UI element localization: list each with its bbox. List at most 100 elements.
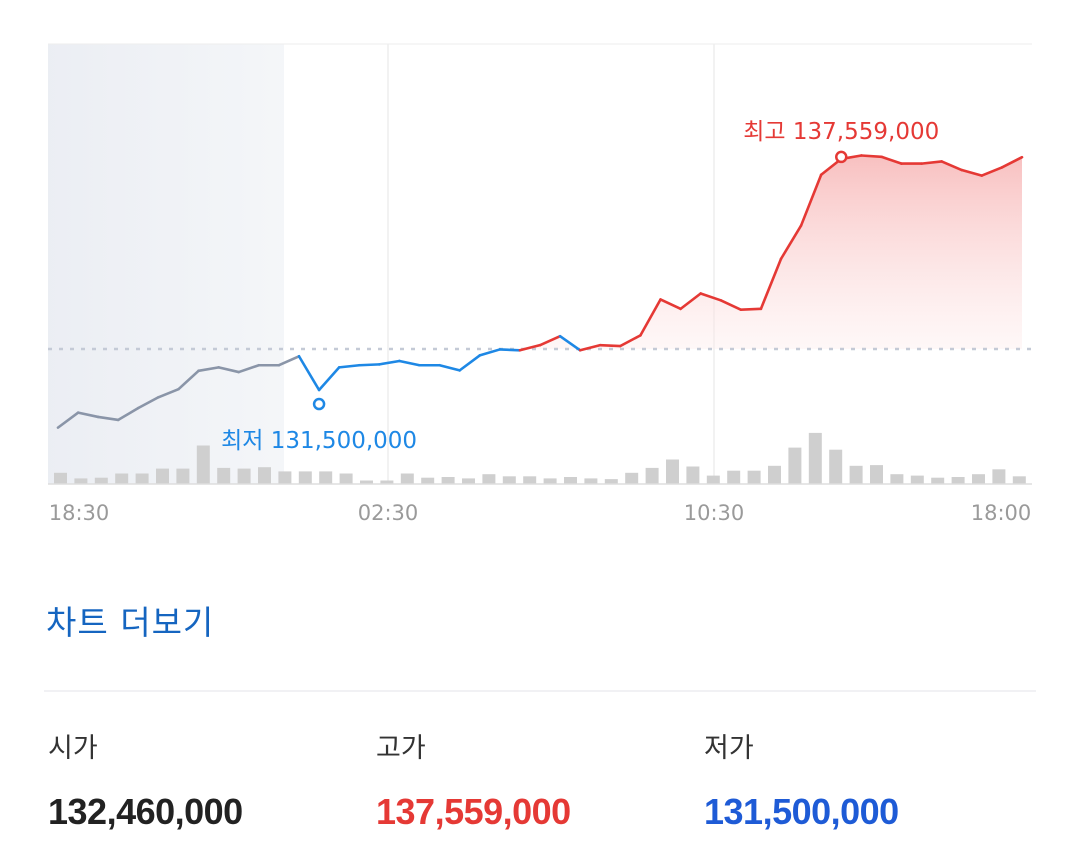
volume-bar (625, 472, 639, 484)
price-line-segment (699, 292, 723, 302)
high-marker (835, 150, 848, 164)
past-period-shade (48, 44, 284, 484)
x-tick-label: 18:30 (49, 501, 110, 525)
volume-bar (951, 477, 965, 484)
volume-bar (360, 480, 373, 484)
volume-bar (502, 476, 516, 484)
price-line-segment (598, 343, 622, 348)
volume-bar (278, 471, 292, 484)
volume-bar (543, 478, 557, 484)
price-line-segment (860, 154, 883, 159)
volume-bar (890, 474, 904, 484)
price-line-segment (438, 363, 461, 372)
price-line-segment (980, 166, 1004, 177)
price-line-segment (337, 363, 361, 369)
price-line-segment (157, 387, 180, 399)
volume-bar (564, 477, 577, 484)
price-line-segment (538, 334, 562, 347)
price-line-segment (1000, 155, 1024, 169)
price-line-segment (799, 173, 823, 227)
volume-bar (339, 473, 353, 484)
price-line-segment (478, 348, 502, 357)
volume-bar (319, 471, 333, 484)
price-line-segment (558, 334, 582, 352)
high-label: 최고 137,559,000 (743, 119, 939, 145)
price-line-segment (237, 363, 261, 374)
volume-bar (706, 475, 720, 484)
price-line-segment (679, 292, 702, 311)
volume-bar (910, 475, 924, 484)
high-price-value: 137,559,000 (376, 791, 571, 832)
volume-bar (523, 476, 537, 484)
volume-bar (462, 478, 475, 484)
price-line-segment (317, 366, 341, 392)
price-chart[interactable]: 최고 137,559,000 최저 131,500,000 18:30 02:30 10… (0, 0, 1080, 560)
divider (44, 690, 1036, 692)
volume-bar (992, 469, 1006, 484)
open-price-label: 시가 (48, 733, 98, 764)
volume-bar (237, 468, 251, 484)
volume-bar (380, 480, 394, 484)
low-price-value: 131,500,000 (704, 791, 899, 832)
volume-bar (768, 465, 781, 484)
volume-bar (482, 474, 496, 484)
volume-bar (604, 479, 618, 484)
price-line-segment (96, 415, 120, 422)
volume-bar (156, 468, 169, 484)
price-line-segment (357, 363, 381, 367)
volume-bar (808, 432, 822, 484)
price-line-segment (458, 354, 482, 372)
volume-bar (788, 447, 802, 484)
volume-bar (972, 474, 985, 484)
price-line-segment (378, 359, 401, 366)
price-line-segment (177, 369, 200, 391)
price-line-segment (759, 257, 783, 311)
price-line-segment (940, 160, 964, 172)
price-line-segment (217, 366, 241, 374)
volume-bar (849, 465, 863, 484)
price-line-segment (76, 411, 100, 419)
price-line-segment (277, 354, 301, 367)
volume-bar (421, 477, 435, 484)
volume-bar (645, 467, 659, 484)
price-area-fill (479, 155, 1022, 350)
high-price-label: 고가 (376, 733, 426, 764)
price-line-segment (619, 334, 642, 348)
price-line-segment (920, 160, 943, 165)
price-line-segment (116, 406, 140, 422)
price-line-segment (197, 366, 220, 373)
price-line-segment (779, 224, 803, 261)
price-line-segment (960, 168, 984, 177)
volume-bar (135, 473, 149, 484)
price-line-segment (739, 307, 763, 312)
price-line-segment (56, 411, 80, 429)
chart-more-link[interactable]: 차트 더보기 (46, 603, 215, 642)
price-line-segment (498, 348, 522, 352)
open-price-value: 132,460,000 (48, 791, 243, 832)
low-marker (312, 397, 326, 411)
volume-bar (686, 466, 700, 484)
x-tick-label: 02:30 (358, 501, 419, 525)
price-line-segment (659, 298, 682, 311)
price-line-segment (639, 298, 662, 337)
volume-bar (931, 477, 945, 484)
price-line-segment (880, 155, 903, 165)
volume-bar (666, 459, 679, 484)
volume-bar (584, 478, 598, 484)
low-price-label: 저가 (704, 733, 754, 764)
volume-bar (258, 467, 271, 484)
low-label: 최저 131,500,000 (221, 428, 417, 454)
high-price-stat: 고가 137,559,000 (376, 726, 676, 833)
volume-bar (74, 478, 88, 484)
volume-bar (196, 445, 210, 484)
price-line-segment (297, 354, 321, 392)
volume-bar (115, 473, 129, 484)
price-line-segment (398, 359, 421, 367)
volume-bar (870, 465, 883, 484)
open-price-stat: 시가 132,460,000 (48, 726, 348, 833)
volume-bar (400, 473, 414, 484)
volume-bar (727, 470, 741, 484)
volume-bar (1012, 476, 1026, 484)
volume-bar (747, 470, 761, 484)
low-price-stat: 저가 131,500,000 (704, 726, 1004, 833)
